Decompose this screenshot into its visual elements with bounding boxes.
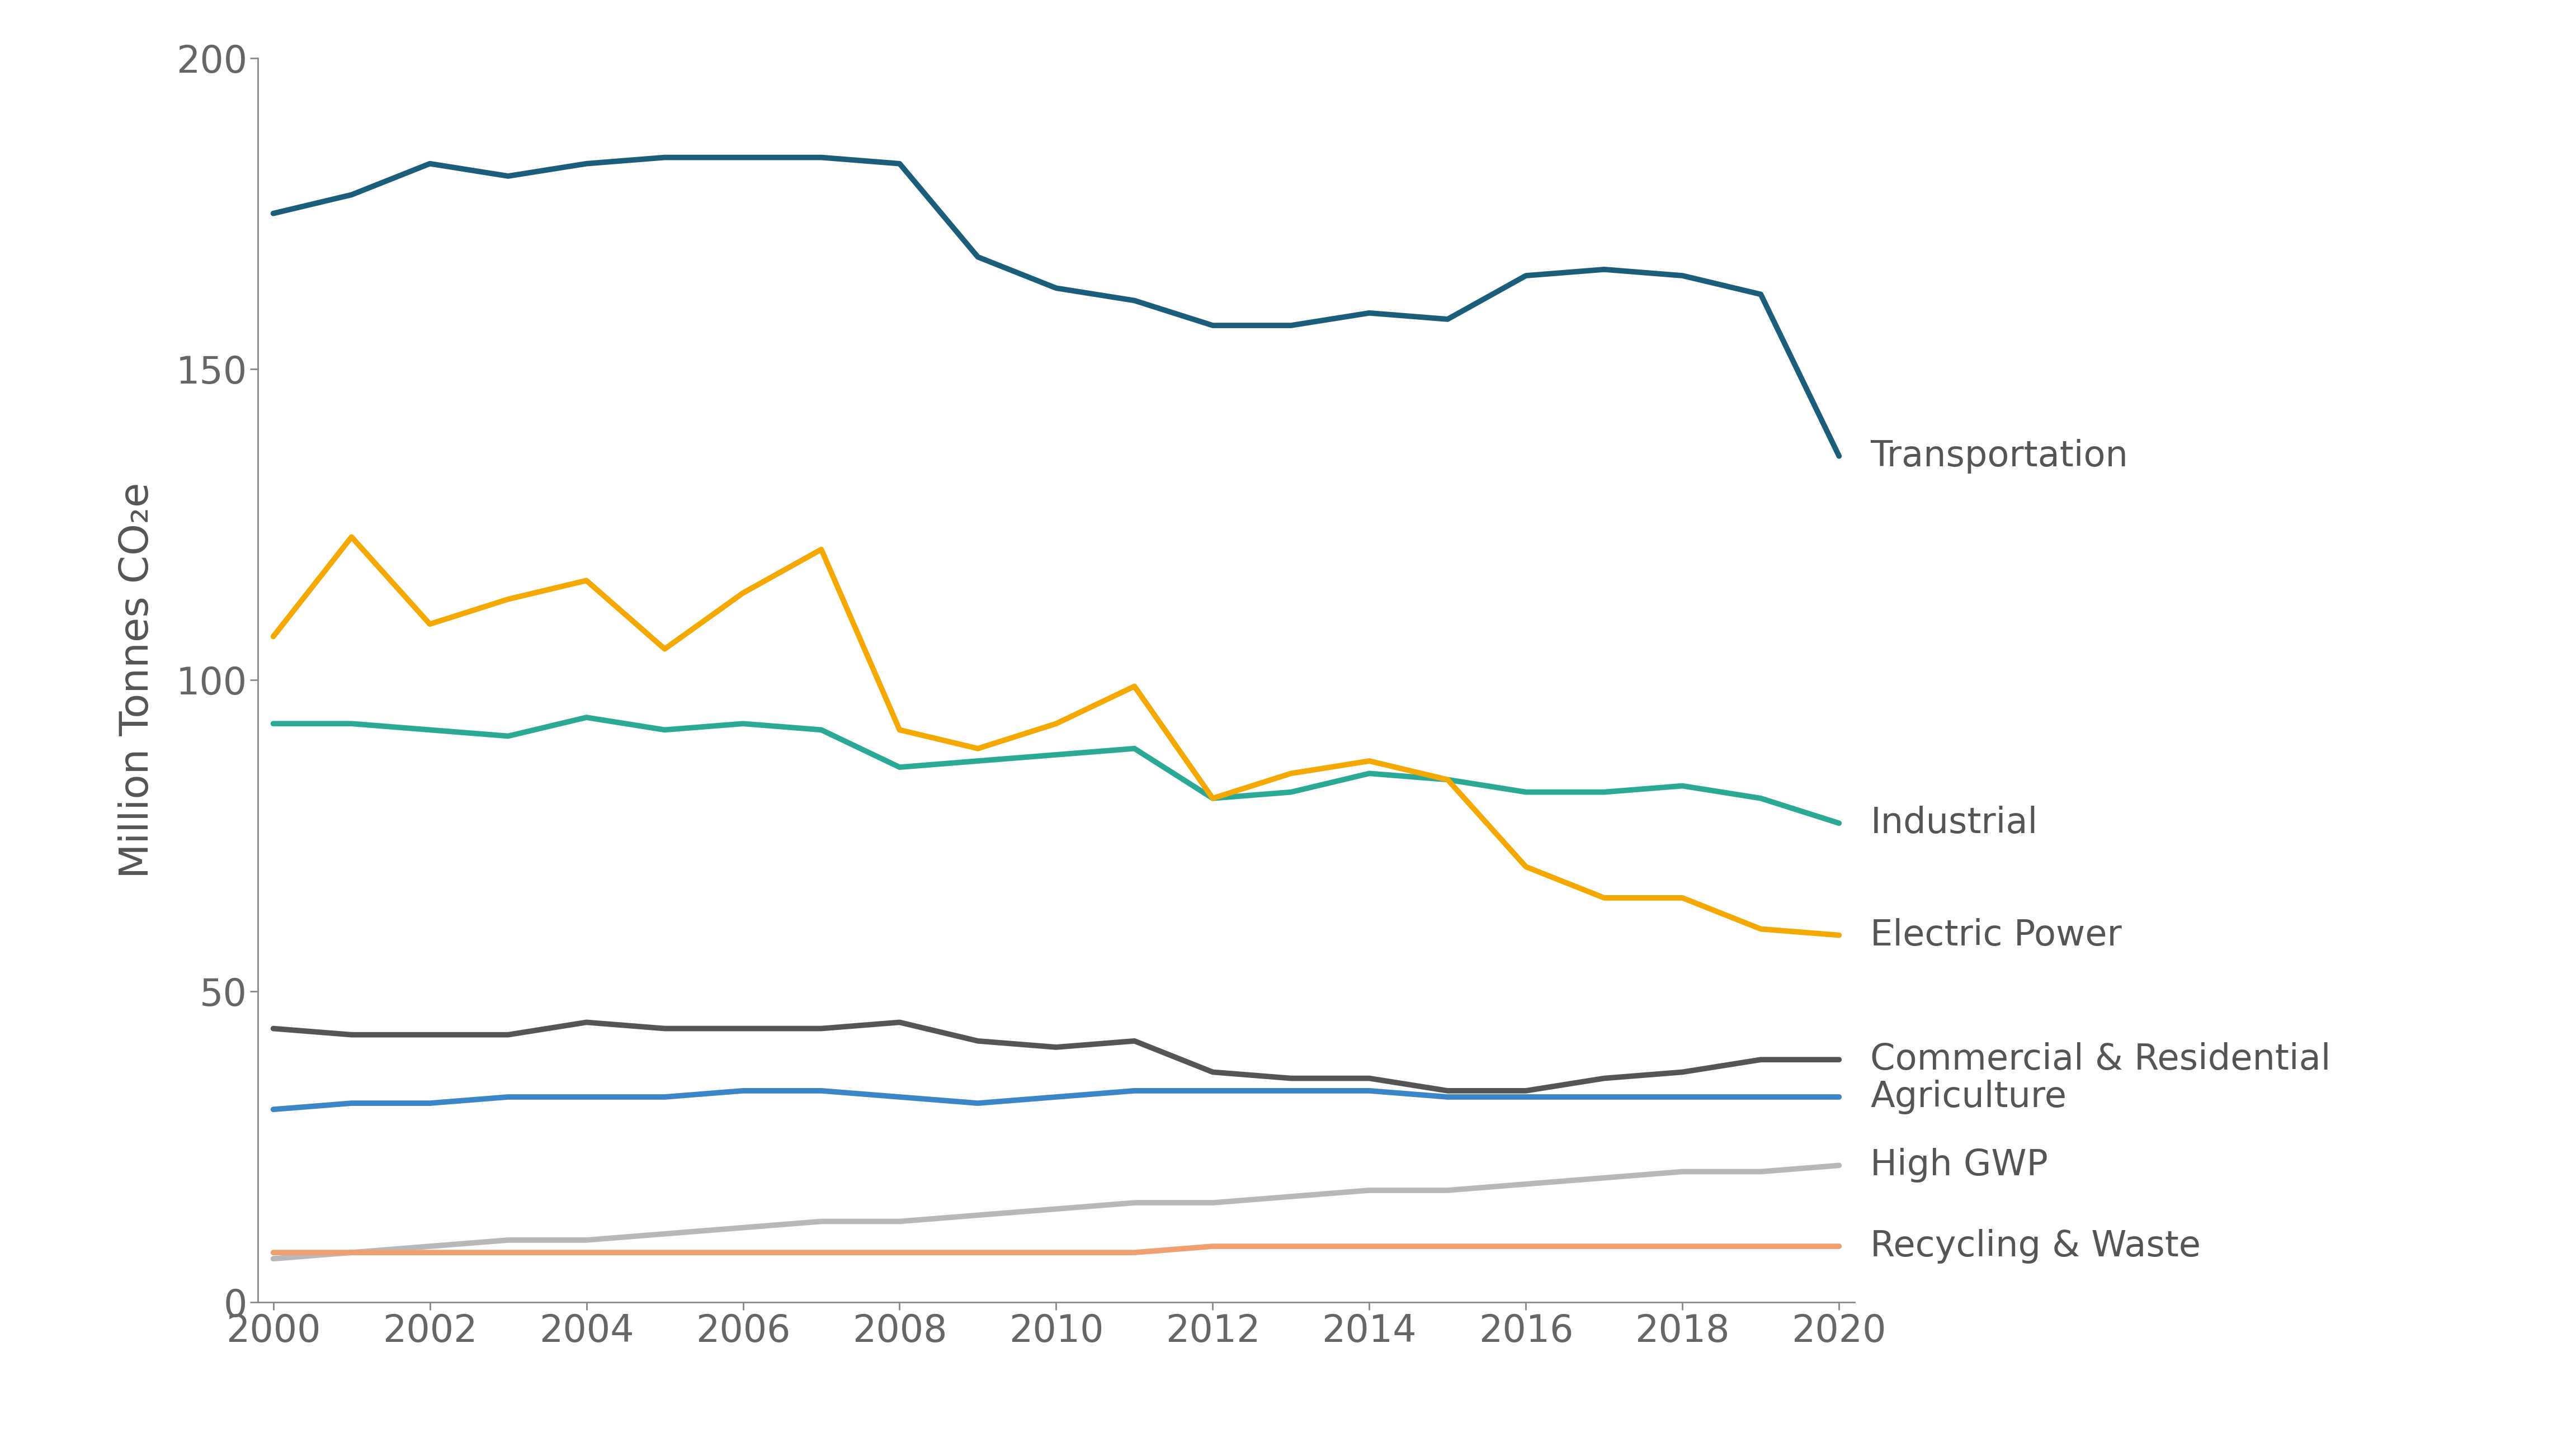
Text: Recycling & Waste: Recycling & Waste: [1870, 1229, 2200, 1263]
Text: Electric Power: Electric Power: [1870, 917, 2123, 952]
Text: High GWP: High GWP: [1870, 1147, 2048, 1182]
Text: Agriculture: Agriculture: [1870, 1079, 2066, 1114]
Text: Transportation: Transportation: [1870, 438, 2128, 473]
Y-axis label: Million Tonnes CO₂e: Million Tonnes CO₂e: [118, 482, 157, 878]
Text: Commercial & Residential: Commercial & Residential: [1870, 1042, 2331, 1077]
Text: Industrial: Industrial: [1870, 806, 2038, 841]
